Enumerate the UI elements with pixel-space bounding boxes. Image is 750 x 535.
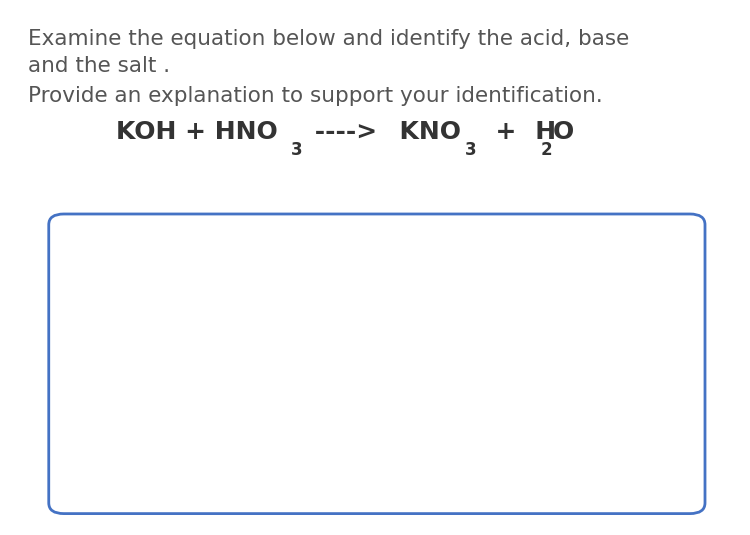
Text: Examine the equation below and identify the acid, base: Examine the equation below and identify … [28,29,630,49]
Text: Provide an explanation to support your identification.: Provide an explanation to support your i… [28,86,603,105]
Text: ---->: ----> [306,120,377,144]
Text: 3: 3 [465,141,477,159]
Text: +: + [478,120,516,144]
Text: 3: 3 [291,141,302,159]
Text: KNO: KNO [382,120,461,144]
Text: H: H [509,120,556,144]
Text: O: O [553,120,574,144]
Text: 2: 2 [541,141,552,159]
Text: and the salt .: and the salt . [28,56,170,76]
Text: KOH + HNO: KOH + HNO [116,120,278,144]
FancyBboxPatch shape [49,214,705,514]
